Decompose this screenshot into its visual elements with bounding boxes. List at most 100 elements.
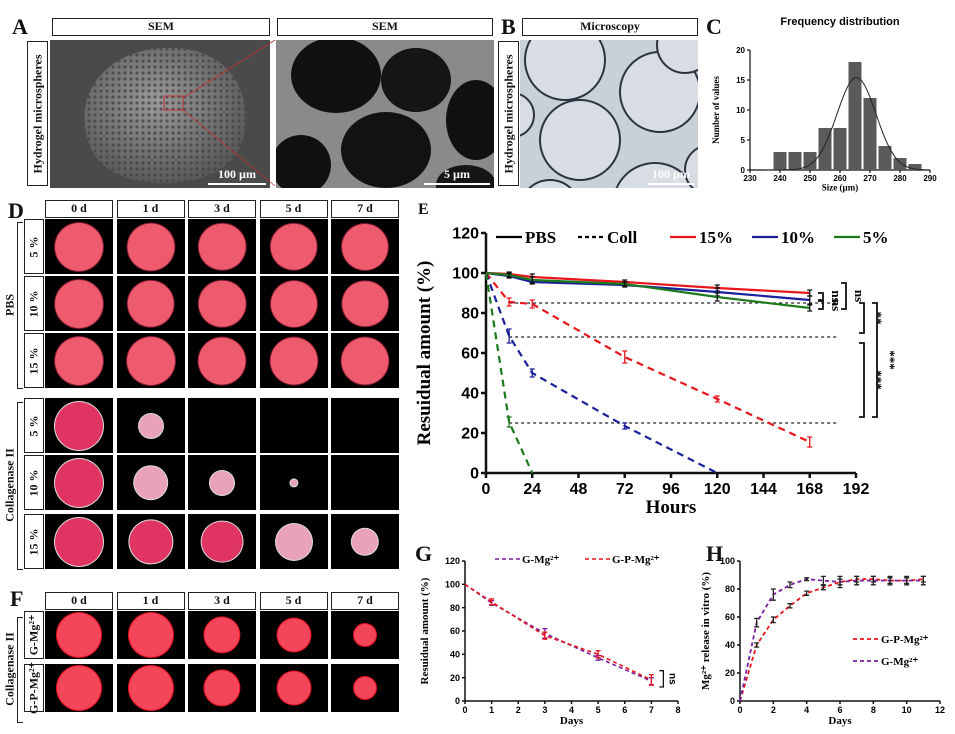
hydrogel-disc <box>55 336 103 385</box>
significance-label: ns <box>852 290 867 302</box>
row-label: 15 % <box>26 347 41 374</box>
hydrogel-disc <box>128 613 173 657</box>
significance-bracket <box>818 300 824 310</box>
hydrogel-disc <box>210 470 234 495</box>
significance-label: ns <box>666 673 677 685</box>
y-tick-label: 60 <box>450 626 460 636</box>
column-header-0d: 0 d <box>45 592 113 610</box>
x-tick-label: 2 <box>516 705 521 715</box>
hydrogel-disc <box>126 336 175 385</box>
y-tick-label: 5 <box>741 136 746 145</box>
error-bar <box>506 272 512 278</box>
y-tick-label: 10 <box>736 106 745 115</box>
histogram-bar <box>833 128 847 170</box>
error-bar <box>489 598 495 606</box>
hydrogel-disc <box>275 523 312 560</box>
y-tick-label: 0 <box>741 166 746 175</box>
hydrogel-disc <box>198 280 246 327</box>
significance-bracket <box>859 342 865 418</box>
error-bar <box>529 276 535 284</box>
row-label-box: 15 % <box>24 333 44 388</box>
y-tick-label: 40 <box>461 386 479 403</box>
row-label-box: 15 % <box>24 514 44 569</box>
error-bar <box>648 674 654 686</box>
error-bar <box>622 422 628 430</box>
error-bar <box>807 295 813 305</box>
histogram-bar <box>863 98 877 170</box>
hydrogel-disc <box>277 618 310 652</box>
row-label: G-Mg²⁺ <box>26 614 41 656</box>
microscopy-image: 100 µm <box>520 40 698 188</box>
panel-label-h: H <box>706 541 724 566</box>
column-header-0d: 0 d <box>45 200 113 218</box>
y-tick-label: 20 <box>736 46 745 55</box>
hydrogel-disc <box>341 223 389 270</box>
error-bar <box>506 297 512 307</box>
sample-image <box>188 398 256 453</box>
group-label-collagenase: Collagenase II <box>2 632 17 706</box>
hydrogel-disc <box>351 528 379 555</box>
series-line-g-mg- <box>739 578 924 702</box>
error-bar <box>506 328 512 344</box>
significance-bracket <box>872 302 878 418</box>
x-tick-label: 280 <box>893 174 907 183</box>
sample-image <box>188 514 256 569</box>
x-tick-label: 0 <box>482 481 491 498</box>
significance-bracket <box>841 282 847 310</box>
panel-b-header: Microscopy <box>522 18 698 36</box>
column-header-3d: 3 d <box>188 200 256 218</box>
error-bar <box>820 575 826 586</box>
microscopy-drawing <box>520 40 698 188</box>
sample-image <box>188 276 256 331</box>
chart-e: 0 20 40 60 80 100 120 0 24 48 72 96 120 144 168 192 Hour… <box>414 226 898 519</box>
x-tick-label: 2 <box>771 705 776 715</box>
significance-label: ns <box>829 299 844 311</box>
error-bar <box>770 616 776 624</box>
legend-label: G-P-Mg²⁺ <box>881 634 929 646</box>
row-label: 5 % <box>26 236 41 257</box>
error-bar <box>887 575 893 586</box>
error-bar <box>714 395 720 403</box>
error-bar <box>542 631 548 640</box>
y-tick-label: 100 <box>720 556 735 566</box>
column-header-7d: 7 d <box>331 200 399 218</box>
x-tick-label: 5 <box>596 705 601 715</box>
sample-image <box>259 611 328 659</box>
hydrogel-disc <box>133 465 168 500</box>
error-bar <box>787 603 793 609</box>
x-tick-label: 230 <box>743 174 757 183</box>
error-bar <box>622 350 628 364</box>
hydrogel-disc <box>269 336 318 385</box>
panel-label-g: G <box>415 541 433 566</box>
histogram-bar <box>878 146 892 170</box>
x-tick-label: 250 <box>803 174 817 183</box>
hydrogel-disc <box>277 671 310 705</box>
sample-image <box>45 514 113 569</box>
x-tick-label: 240 <box>773 174 787 183</box>
hydrogel-disc <box>127 280 174 327</box>
y-axis-label: Resuidual amount (%) <box>414 261 435 446</box>
group-bracket <box>17 222 23 389</box>
sample-image <box>259 398 328 453</box>
error-bar <box>807 304 813 312</box>
panel-label-b: B <box>501 14 516 39</box>
panel-a-header-1: SEM <box>52 18 270 36</box>
hydrogel-disc <box>198 336 246 385</box>
histogram-bar <box>803 152 817 170</box>
sample-image <box>259 514 328 569</box>
sample-image <box>45 664 113 712</box>
sem-pores-drawing <box>276 40 494 188</box>
group-bracket <box>17 402 23 570</box>
x-tick-label: 0 <box>462 705 467 715</box>
group-label-pbs: PBS <box>2 293 17 316</box>
sample-image <box>116 455 185 510</box>
y-tick-label: 60 <box>461 346 479 363</box>
chart-title: Frequency distribution <box>780 16 899 28</box>
histogram-bar <box>773 152 787 170</box>
x-axis-label: Size (µm) <box>822 183 858 193</box>
column-header-1d: 1 d <box>116 200 185 218</box>
panel-label-f: F <box>10 586 24 611</box>
series-line-g-p-mg- <box>739 578 924 702</box>
group-label-collagenase-ii: Collagenase II <box>2 448 17 522</box>
column-header-5d: 5 d <box>259 200 328 218</box>
